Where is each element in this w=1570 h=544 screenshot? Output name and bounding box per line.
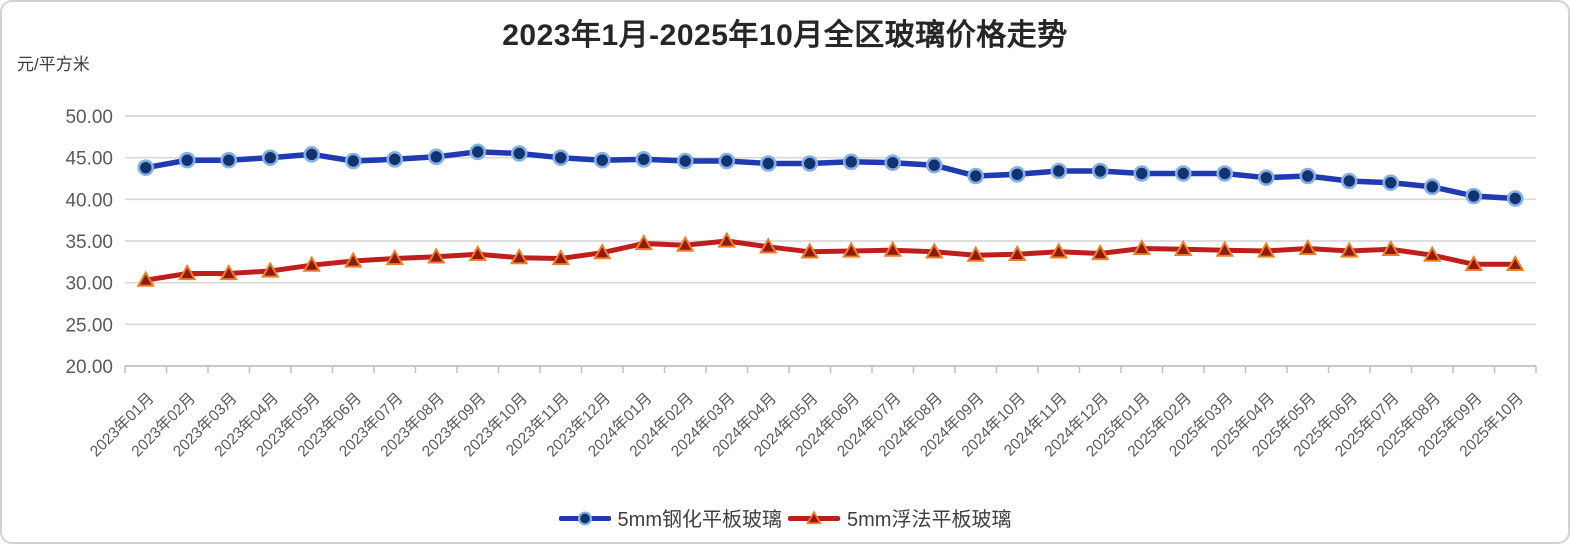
data-point-marker — [759, 155, 777, 172]
data-point-marker — [510, 248, 529, 265]
data-point-marker — [1133, 165, 1151, 182]
data-point-marker — [219, 263, 238, 281]
data-point-marker — [800, 242, 819, 259]
data-point-marker — [1381, 239, 1400, 256]
y-axis-unit-label: 元/平方米 — [17, 55, 90, 74]
legend-item-float-glass: 5mm浮法平板玻璃 — [787, 503, 1012, 532]
data-point-marker — [593, 151, 611, 169]
data-point-marker — [469, 143, 487, 161]
series-line — [143, 238, 1518, 283]
y-tick-label: 20.00 — [65, 357, 113, 378]
data-point-marker — [801, 155, 819, 172]
data-point-marker — [1340, 241, 1359, 258]
legend-label-float-glass: 5mm浮法平板玻璃 — [847, 509, 1012, 531]
data-point-marker — [1257, 241, 1276, 258]
y-tick-label: 45.00 — [65, 149, 113, 170]
data-point-marker — [1382, 174, 1400, 191]
data-point-marker — [1050, 162, 1068, 180]
data-point-marker — [967, 167, 985, 185]
data-point-marker — [1216, 165, 1234, 182]
data-point-marker — [468, 244, 487, 261]
data-point-marker — [344, 251, 363, 268]
data-point-marker — [1298, 238, 1317, 256]
data-point-marker — [1464, 254, 1483, 271]
data-point-marker — [1506, 254, 1525, 271]
data-point-marker — [1049, 242, 1068, 259]
data-point-marker — [344, 152, 362, 170]
data-point-marker — [427, 247, 446, 264]
glass-price-line-chart-plot-area: 50.0045.0040.0035.0030.0025.0020.002023年… — [65, 107, 1537, 460]
data-point-marker — [1423, 178, 1441, 196]
data-point-marker — [1132, 238, 1151, 256]
data-point-marker — [1174, 165, 1192, 182]
y-tick-label: 25.00 — [65, 315, 113, 336]
data-point-marker — [1340, 172, 1358, 190]
data-point-marker — [137, 159, 155, 176]
legend-swatch — [787, 509, 841, 524]
data-point-marker — [884, 154, 902, 171]
data-point-marker — [178, 151, 196, 169]
data-point-marker — [577, 510, 592, 526]
data-point-marker — [1506, 190, 1524, 207]
data-point-marker — [925, 156, 943, 174]
data-point-marker — [303, 146, 321, 163]
red-line-triangle-marker-icon — [787, 509, 841, 527]
data-point-marker — [718, 152, 736, 170]
data-point-marker — [510, 145, 528, 162]
y-tick-label: 35.00 — [65, 232, 113, 253]
data-point-marker — [1008, 244, 1027, 261]
data-point-marker — [883, 240, 902, 257]
y-tick-label: 50.00 — [65, 107, 113, 128]
data-point-marker — [178, 263, 197, 281]
data-point-marker — [1465, 187, 1483, 205]
data-point-marker — [1091, 162, 1109, 180]
data-point-marker — [1257, 169, 1275, 186]
data-point-marker — [717, 231, 736, 248]
data-point-marker — [806, 509, 822, 524]
data-point-marker — [759, 237, 778, 254]
chart-title: 2023年1月-2025年10月全区玻璃价格走势 — [502, 19, 1068, 52]
chart-legend: 5mm钢化平板玻璃 5mm浮法平板玻璃 — [2, 503, 1568, 532]
data-point-marker — [1299, 167, 1317, 185]
data-point-marker — [676, 235, 695, 252]
data-point-marker — [1423, 245, 1442, 262]
data-point-marker — [842, 241, 861, 258]
data-point-marker — [552, 149, 570, 166]
legend-item-tempered-glass: 5mm钢化平板玻璃 — [558, 503, 782, 532]
data-point-marker — [1215, 240, 1234, 257]
data-point-marker — [302, 255, 321, 272]
blue-line-circle-marker-icon — [558, 509, 612, 527]
data-point-marker — [385, 248, 404, 266]
data-point-marker — [386, 151, 404, 168]
data-point-marker — [966, 245, 985, 262]
data-point-marker — [842, 153, 860, 171]
data-point-marker — [925, 242, 944, 259]
data-point-marker — [635, 151, 653, 168]
series-line — [143, 149, 1519, 202]
data-point-marker — [593, 243, 612, 260]
y-tick-label: 30.00 — [65, 274, 113, 295]
data-point-marker — [1008, 166, 1026, 183]
data-point-marker — [220, 151, 238, 169]
data-point-marker — [1091, 243, 1110, 261]
data-point-marker — [136, 270, 155, 287]
data-point-marker — [1174, 239, 1193, 256]
data-point-marker — [676, 152, 694, 170]
data-point-marker — [427, 148, 445, 166]
data-point-marker — [634, 233, 653, 251]
legend-label-tempered-glass: 5mm钢化平板玻璃 — [617, 509, 782, 531]
legend-swatch — [558, 510, 612, 526]
y-tick-label: 40.00 — [65, 190, 113, 211]
data-point-marker — [551, 248, 570, 266]
data-point-marker — [261, 261, 280, 278]
data-point-marker — [261, 149, 279, 166]
